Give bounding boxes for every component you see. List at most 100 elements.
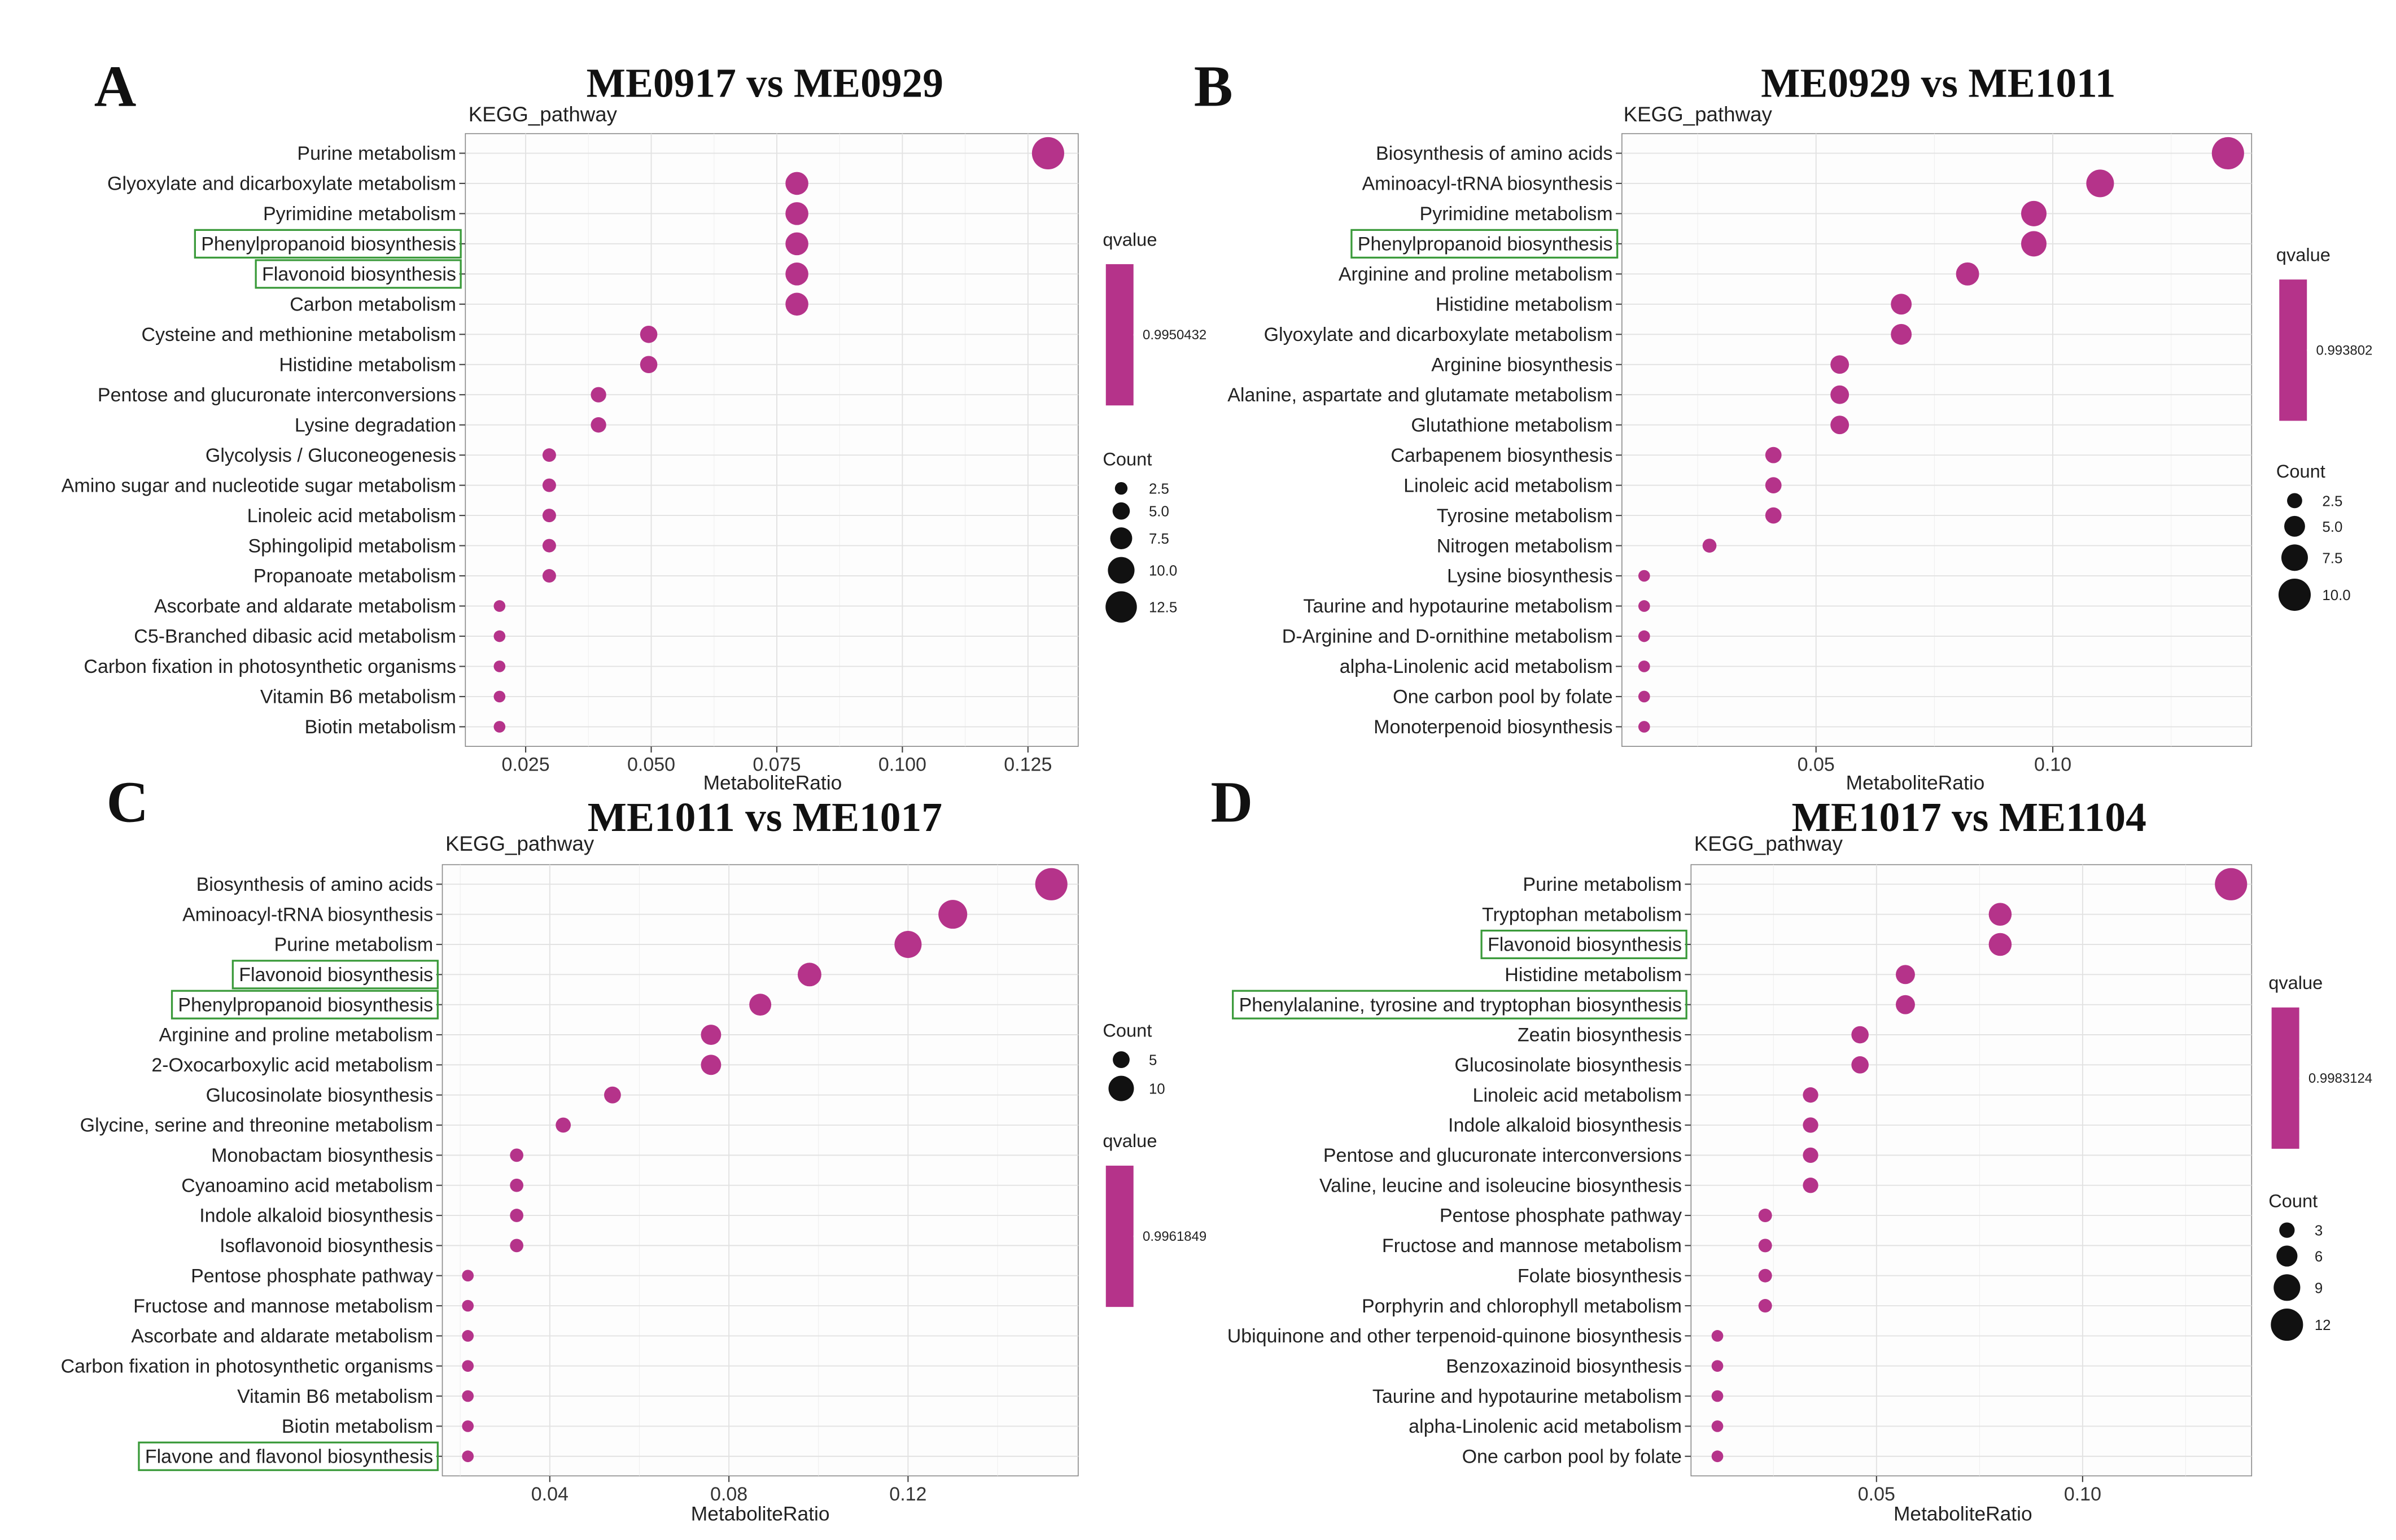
panel-a-title: ME0917 vs ME0929 — [587, 60, 943, 106]
panel-d-points — [1711, 868, 2248, 1463]
panel-a-y-tick-label: Ascorbate and aldarate metabolism — [154, 596, 456, 617]
panel-d-y-tick-label: Porphyrin and chlorophyll metabolism — [1362, 1296, 1682, 1317]
panel-b-y-tick-label: Histidine metabolism — [1436, 294, 1613, 316]
panel-b-count-label: 5.0 — [2322, 519, 2342, 535]
panel-c-point — [510, 1148, 524, 1162]
panel-d-y-tick-label: Fructose and mannose metabolism — [1382, 1235, 1682, 1257]
panel-a-y-tick-label: Flavonoid biosynthesis — [262, 264, 456, 285]
panel-d-highlight-box — [1232, 990, 1687, 1020]
panel-a-highlight-box — [194, 229, 462, 259]
panel-c-y-tick-label: Aminoacyl-tRNA biosynthesis — [182, 904, 433, 925]
panel-b-y-tick-label: Nitrogen metabolism — [1437, 535, 1613, 557]
panel-b-y-tick-label: Linoleic acid metabolism — [1404, 475, 1612, 496]
panel-b-y-tick-label: Glutathione metabolism — [1411, 414, 1612, 436]
panel-a-y-tick-label: Pyrimidine metabolism — [263, 203, 456, 225]
panel-a-y-tick-label: Biotin metabolism — [305, 716, 456, 738]
panel-b-qvalue-legend: qvalue 0.993802 — [2276, 244, 2373, 421]
panel-d-point — [1803, 1178, 1818, 1193]
panel-b-point — [1638, 600, 1650, 612]
panel-c-y-tick-label: Indole alkaloid biosynthesis — [199, 1205, 433, 1227]
panel-a-point — [785, 202, 808, 225]
panel-d-point — [1851, 1056, 1869, 1074]
panel-c-x-axis: 0.04 0.08 0.12 MetaboliteRatio — [531, 1476, 926, 1525]
panel-d-qvalue-legend: qvalue 0.9983124 — [2268, 972, 2372, 1149]
panel-c-count-key — [1113, 1051, 1130, 1069]
panel-b-count-key — [2284, 515, 2305, 537]
panel-b-point — [1830, 355, 1850, 374]
panel-d-point — [1803, 1147, 1818, 1163]
panel-c-qvalue-label: 0.9961849 — [1143, 1229, 1206, 1244]
panel-b-subtitle: KEGG_pathway — [1624, 103, 1773, 126]
panel-c-point — [938, 900, 968, 929]
panel-a-y-tick-label: Propanoate metabolism — [253, 566, 456, 587]
panel-d-point — [1758, 1239, 1772, 1253]
panel-a-y-tick-label: Pentose and glucuronate interconversions — [98, 384, 456, 406]
panel-c-point — [701, 1025, 722, 1045]
panel-c-gridlines — [442, 864, 1078, 1476]
panel-c-y-tick-label: Glycine, serine and threonine metabolism — [80, 1115, 434, 1136]
panel-c-point — [462, 1420, 474, 1432]
panel-d-y-tick-label: Benzoxazinoid biosynthesis — [1446, 1355, 1682, 1377]
panel-d-count-legend: Count 3 6 9 12 — [2268, 1190, 2331, 1341]
panel-d-letter: D — [1211, 770, 1253, 834]
panel-b-point — [1638, 630, 1650, 642]
panel-a-x-tick-label: 0.050 — [627, 754, 675, 776]
panel-b-qvalue-label: 0.993802 — [2316, 343, 2373, 358]
panel-a-point — [542, 478, 556, 492]
panel-c-point — [701, 1055, 722, 1075]
panel-c-subtitle: KEGG_pathway — [445, 832, 594, 855]
panel-b-count-label: 10.0 — [2322, 588, 2350, 603]
panel-c-point — [749, 994, 772, 1016]
panel-d-point — [2215, 868, 2248, 900]
panel-c-count-key — [1108, 1075, 1134, 1101]
panel-c-point — [894, 930, 922, 959]
panel-b-y-tick-label: alpha-Linolenic acid metabolism — [1340, 656, 1613, 677]
panel-c-point — [462, 1390, 474, 1402]
panel-d-point — [1758, 1209, 1772, 1223]
panel-d-y-tick-label: Ubiquinone and other terpenoid-quinone b… — [1227, 1325, 1682, 1347]
panel-b-y-tick-label: Biosynthesis of amino acids — [1376, 143, 1613, 164]
panel-b-y-tick-label: Pyrimidine metabolism — [1420, 203, 1613, 225]
panel-c-plot-area — [441, 864, 1079, 1477]
panel-c-highlight-box — [231, 960, 439, 990]
panel-a-y-tick-label: Sphingolipid metabolism — [248, 535, 456, 557]
panel-a-y-tick-label: Lysine degradation — [295, 414, 456, 436]
panel-b-x-axis: 0.05 0.10 MetaboliteRatio — [1798, 746, 2071, 794]
panel-a-qvalue-legend: qvalue 0.9950432 — [1103, 229, 1206, 406]
panel-b-qvalue-colorbar — [2279, 279, 2307, 421]
panel-b-y-tick-label: D-Arginine and D-ornithine metabolism — [1282, 626, 1613, 648]
panel-d-point — [1711, 1330, 1724, 1342]
panel-b-count-key — [2278, 578, 2311, 611]
panel-a-qvalue-label: 0.9950432 — [1143, 327, 1206, 343]
panel-d-point — [1895, 995, 1915, 1014]
panel-b-count-label: 7.5 — [2322, 550, 2342, 566]
panel-c-point — [604, 1086, 621, 1104]
panel-c-y-tick-label: Flavone and flavonol biosynthesis — [145, 1446, 433, 1467]
panel-c-y-tick-label: Phenylpropanoid biosynthesis — [178, 994, 433, 1016]
panel-d-point — [1988, 933, 2012, 956]
panel-d-point — [1851, 1026, 1869, 1044]
panel-c-point — [510, 1239, 524, 1253]
panel-d-count-key — [2271, 1309, 2303, 1341]
panel-b-point — [1638, 570, 1650, 582]
panel-d-y-tick-label: Taurine and hypotaurine metabolism — [1372, 1386, 1682, 1407]
panel-c-y-tick-label: Pentose phosphate pathway — [191, 1265, 433, 1287]
panel-a-letter: A — [94, 55, 137, 119]
panel-d-qvalue-colorbar — [2271, 1007, 2299, 1149]
panel-a-qvalue-colorbar — [1105, 264, 1134, 406]
panel-b-point — [1638, 690, 1650, 703]
panel-c-qvalue-legend: qvalue 0.9961849 — [1103, 1130, 1206, 1307]
panel-c-y-tick-label: Vitamin B6 metabolism — [237, 1386, 433, 1407]
panel-b-count-key — [2281, 544, 2308, 571]
panel-d-y-tick-label: Purine metabolism — [1523, 874, 1682, 895]
panel-b-point — [2021, 231, 2047, 257]
panel-c-highlight-box — [138, 1441, 439, 1471]
panel-a-point — [785, 292, 808, 316]
panel-c-count-label: 10 — [1149, 1082, 1165, 1097]
panel-b-y-tick-label: Taurine and hypotaurine metabolism — [1303, 596, 1612, 617]
panel-d-point — [1711, 1360, 1724, 1372]
panel-c-y-tick-label: Isoflavonoid biosynthesis — [220, 1235, 433, 1257]
panel-a-count-label: 10.0 — [1149, 563, 1177, 579]
panel-a-plot-area — [465, 133, 1079, 747]
